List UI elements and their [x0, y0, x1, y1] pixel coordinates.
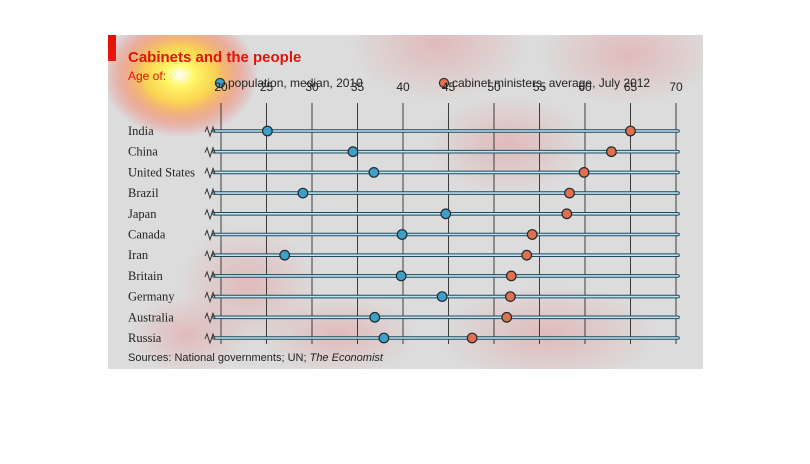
country-label-germany: Germany	[128, 290, 175, 304]
country-label-russia: Russia	[128, 331, 162, 345]
legend-label-population: population, median, 2010	[228, 76, 363, 90]
dot-population-japan	[440, 208, 452, 220]
axis-break-icon	[204, 166, 216, 179]
heat-blob	[428, 95, 588, 195]
x-tick-label-70: 70	[669, 80, 683, 94]
x-tick-label-45: 45	[442, 80, 456, 94]
country-label-iran: Iran	[128, 248, 149, 262]
axis-break-icon	[204, 208, 216, 221]
source-prefix: Sources: National governments; UN;	[128, 352, 310, 364]
heat-blob	[538, 35, 703, 105]
dot-population-germany	[436, 291, 448, 303]
dot-cabinet-canada	[526, 229, 538, 240]
dot-cabinet-india	[625, 125, 636, 137]
country-label-united-states: United States	[128, 165, 195, 179]
dot-cabinet-australia	[501, 311, 513, 323]
country-label-china: China	[128, 145, 158, 159]
axis-break-icon	[204, 229, 216, 242]
dot-population-russia	[378, 332, 390, 344]
dot-population-britain	[395, 270, 407, 282]
x-tick-label-25: 25	[260, 80, 274, 94]
heat-blob	[128, 295, 248, 369]
dot-cabinet-china	[605, 146, 617, 158]
country-label-india: India	[128, 124, 154, 138]
chart-title: Cabinets and the people	[128, 49, 301, 66]
x-tick-label-55: 55	[533, 80, 547, 94]
x-tick-label-50: 50	[487, 80, 501, 94]
x-tick-label-30: 30	[305, 80, 319, 94]
dot-chart: Cabinets and the people Age of: populati…	[108, 35, 703, 369]
dot-cabinet-brazil	[564, 187, 575, 199]
dot-population-canada	[396, 229, 408, 240]
dot-population-australia	[369, 311, 381, 323]
heat-blob	[348, 35, 528, 103]
source-publication: The Economist	[310, 352, 384, 364]
chart-rows: India China United States Brazil Japan Canada…	[128, 124, 680, 345]
heat-blob	[438, 285, 658, 369]
country-label-japan: Japan	[128, 207, 157, 221]
dot-cabinet-japan	[561, 208, 573, 220]
legend-label-cabinet: cabinet ministers, average, July 2012	[452, 76, 650, 90]
legend: population, median, 2010 cabinet minister…	[214, 76, 650, 90]
dot-population-iran	[279, 249, 291, 261]
dot-cabinet-russia	[466, 332, 478, 344]
source-note: Sources: National governments; UN; The E…	[128, 352, 384, 364]
heat-hotspot	[108, 35, 258, 137]
axis-break-icon	[204, 332, 216, 345]
dot-cabinet-united-states	[578, 166, 590, 178]
chart-subtitle: Age of:	[128, 69, 166, 83]
dot-cabinet-iran	[521, 249, 533, 261]
axis-break-icon	[204, 187, 216, 200]
dot-population-china	[347, 146, 359, 158]
axis-break-icon	[204, 311, 216, 324]
dot-cabinet-germany	[504, 291, 516, 303]
country-label-britain: Britain	[128, 269, 163, 283]
axis-break-icon	[204, 249, 216, 262]
x-tick-label-35: 35	[351, 80, 365, 94]
axis-break-icon	[204, 291, 216, 304]
grid	[220, 103, 677, 344]
legend-marker-cabinet	[438, 77, 450, 89]
axis-break-icon	[204, 270, 216, 283]
x-tick-label-65: 65	[624, 80, 638, 94]
axis-break-icon	[204, 125, 216, 138]
x-tick-label-40: 40	[396, 80, 410, 94]
country-label-australia: Australia	[128, 310, 174, 324]
x-tick-label-60: 60	[578, 80, 592, 94]
chart-card: Cabinets and the people Age of: populati…	[108, 35, 703, 369]
x-axis-ticks: 20 25 30 35 40 45 50 55 60 65 70	[214, 80, 683, 94]
country-label-brazil: Brazil	[128, 186, 159, 200]
dot-population-india	[262, 125, 273, 137]
x-tick-label-20: 20	[214, 80, 228, 94]
country-label-canada: Canada	[128, 228, 166, 242]
dot-population-brazil	[297, 187, 309, 199]
axis-break-icon	[204, 146, 216, 159]
dot-population-united-states	[368, 166, 380, 178]
legend-marker-population	[214, 77, 226, 89]
dot-cabinet-britain	[505, 270, 517, 282]
